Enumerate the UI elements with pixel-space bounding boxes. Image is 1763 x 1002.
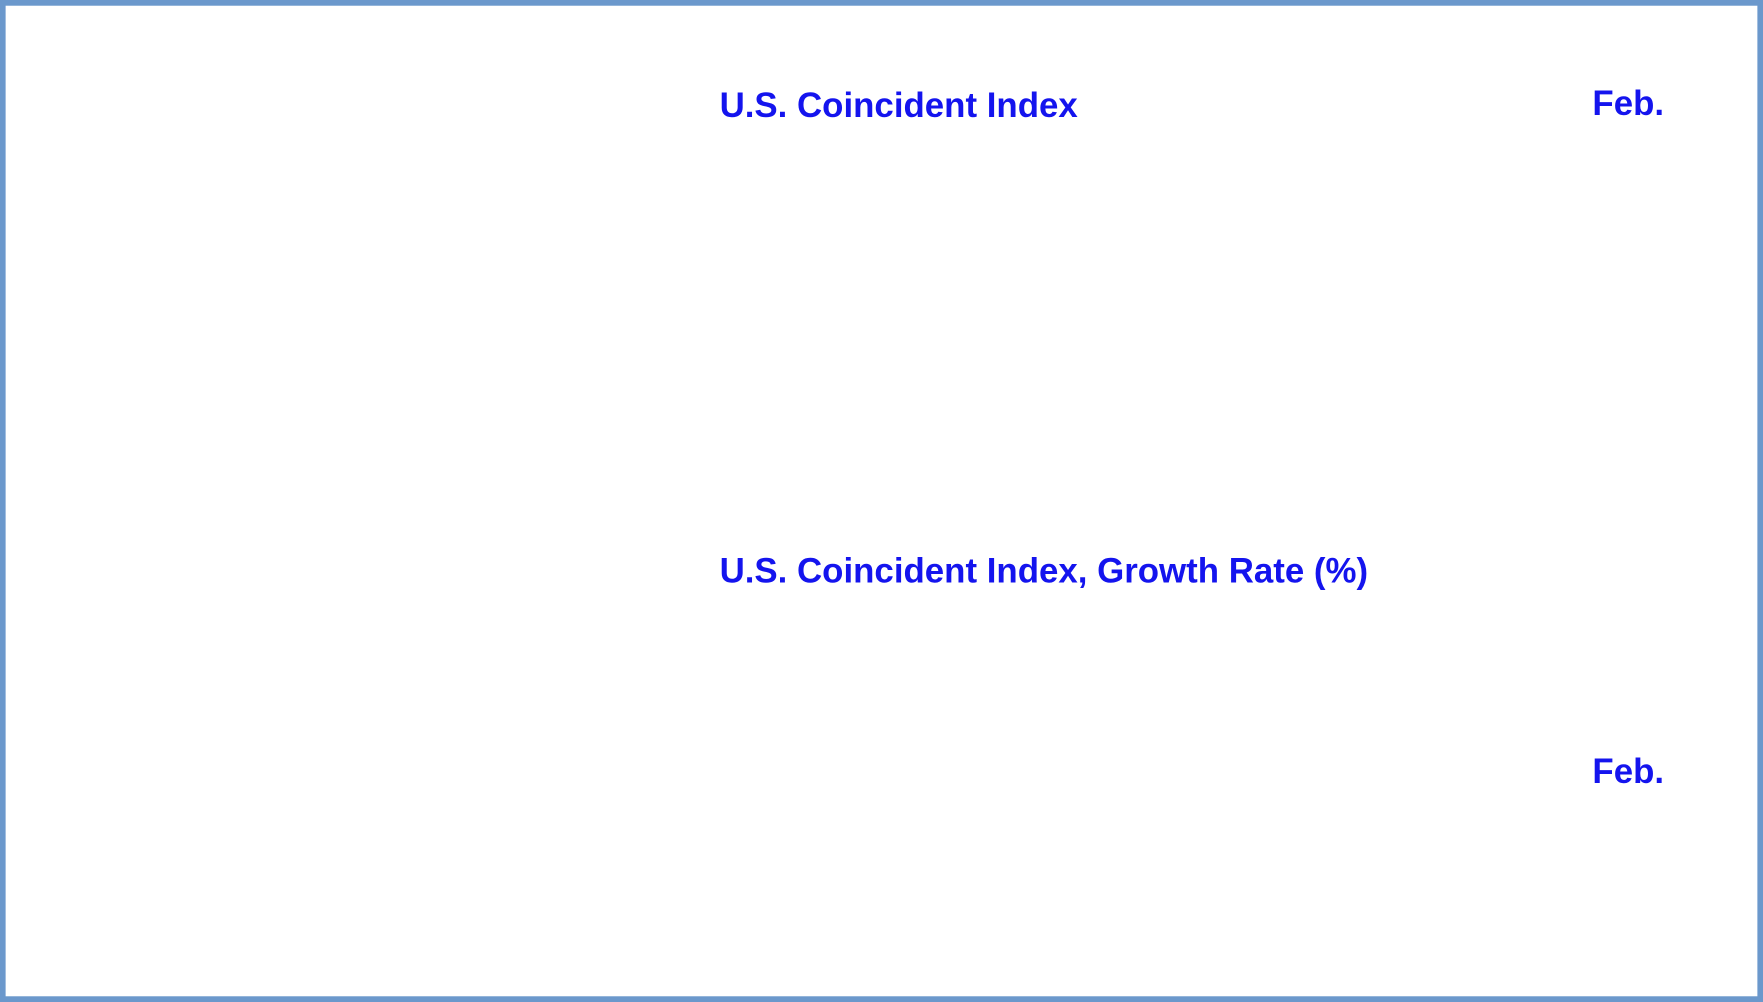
labels: U.S. Coincident Index Feb. U.S. Coincide… (720, 84, 1664, 791)
chart-title: U.S. Coincident Index, Growth Rate (%) (720, 552, 1369, 591)
annotation: Feb. (1592, 752, 1664, 791)
annotation: Feb. (1592, 84, 1664, 123)
chart-title: U.S. Coincident Index (720, 86, 1079, 125)
chart-background (5, 5, 1758, 997)
